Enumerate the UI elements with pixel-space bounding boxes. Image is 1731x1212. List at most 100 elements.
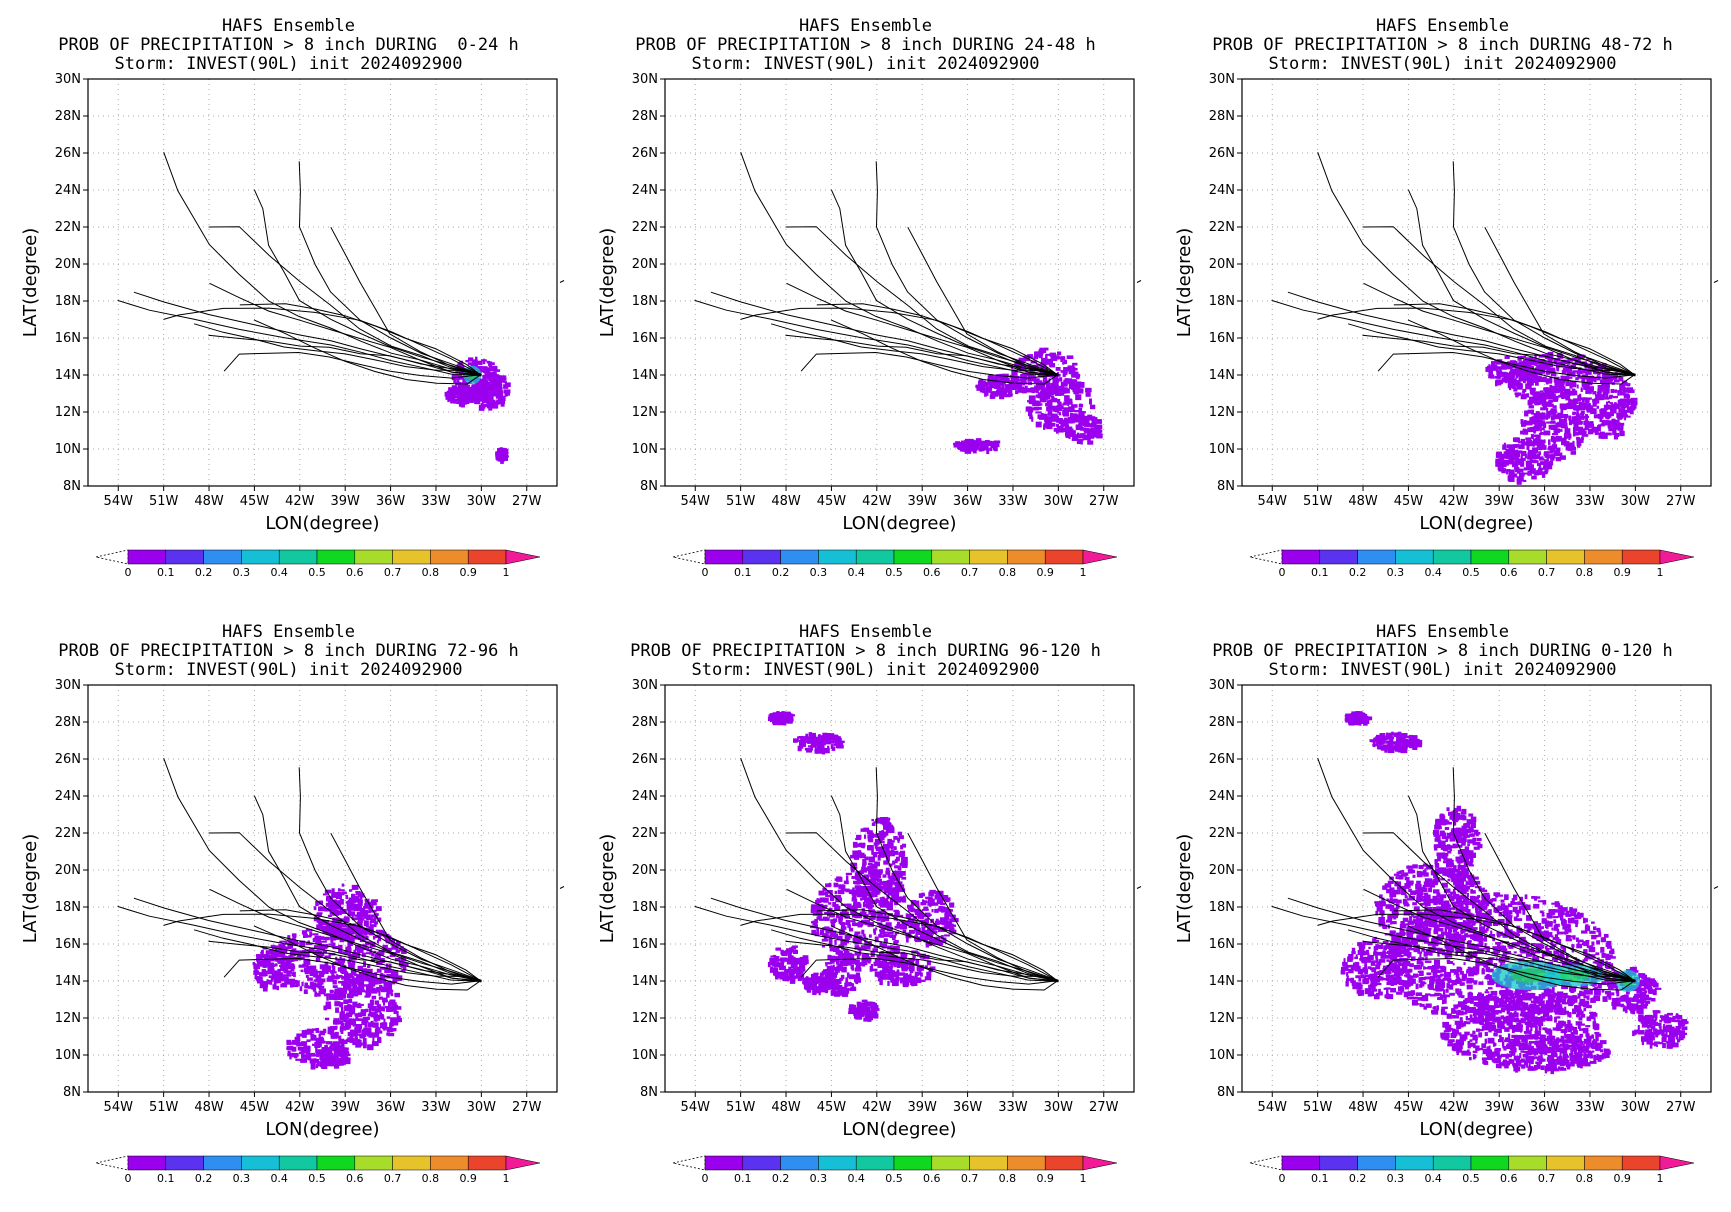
colorbar-segment bbox=[1621, 549, 1661, 565]
prob-cell bbox=[1071, 371, 1076, 378]
prob-cell bbox=[897, 921, 901, 925]
prob-cell bbox=[360, 1011, 367, 1017]
prob-cell bbox=[860, 919, 866, 924]
prob-cell bbox=[458, 401, 463, 407]
prob-cell bbox=[1039, 391, 1045, 394]
prob-cell bbox=[873, 945, 879, 949]
prob-cell bbox=[315, 975, 321, 978]
prob-cell bbox=[1575, 377, 1579, 381]
prob-cell bbox=[1031, 416, 1034, 422]
title-line-3: Storm: INVEST(90L) init 2024092900 bbox=[114, 660, 463, 680]
prob-cell bbox=[1499, 461, 1505, 464]
prob-cell bbox=[863, 834, 867, 839]
prob-cell bbox=[357, 891, 362, 897]
prob-cell bbox=[847, 962, 852, 966]
prob-cell bbox=[853, 936, 859, 939]
prob-cell bbox=[915, 959, 920, 965]
prob-cell bbox=[1012, 383, 1019, 390]
prob-cell bbox=[264, 957, 271, 963]
prob-cell bbox=[1589, 421, 1594, 425]
colorbar-tick-label: 0.5 bbox=[308, 566, 326, 579]
prob-cell bbox=[355, 1033, 362, 1036]
prob-cell bbox=[1573, 432, 1579, 436]
prob-cell bbox=[253, 970, 260, 975]
prob-cell bbox=[379, 1012, 383, 1015]
prob-cell bbox=[314, 918, 317, 922]
prob-cell bbox=[336, 974, 339, 978]
prob-cell bbox=[886, 894, 890, 900]
prob-cell bbox=[843, 911, 849, 916]
prob-cell bbox=[1565, 366, 1572, 373]
prob-cell bbox=[353, 1029, 356, 1032]
prob-cell bbox=[822, 969, 827, 973]
prob-cell bbox=[384, 1006, 389, 1009]
prob-cell bbox=[1617, 390, 1623, 393]
prob-cell bbox=[279, 946, 286, 949]
prob-cell bbox=[1534, 375, 1539, 379]
panel-5: HAFS Ensemble PROB OF PRECIPITATION > 8 i… bbox=[577, 606, 1154, 1212]
prob-cell bbox=[883, 816, 889, 822]
prob-cell bbox=[791, 975, 798, 979]
prob-cell bbox=[465, 359, 469, 363]
prob-cell bbox=[1050, 354, 1055, 359]
prob-cell bbox=[896, 911, 900, 915]
prob-cell bbox=[1600, 432, 1608, 439]
prob-cell bbox=[383, 1001, 386, 1006]
prob-cell bbox=[371, 1041, 379, 1047]
prob-cell bbox=[451, 393, 456, 400]
prob-cell bbox=[311, 984, 314, 990]
prob-cell bbox=[822, 927, 829, 931]
colorbar-segment bbox=[1508, 549, 1547, 565]
y-tick-label: 20N bbox=[1209, 257, 1235, 272]
prob-cell bbox=[349, 953, 353, 957]
prob-cell bbox=[385, 983, 393, 989]
prob-cell bbox=[1562, 376, 1570, 381]
prob-cell bbox=[1056, 423, 1059, 428]
prob-cell bbox=[1551, 390, 1554, 396]
prob-cell bbox=[467, 389, 472, 395]
prob-cell bbox=[852, 887, 855, 894]
prob-cell bbox=[389, 999, 396, 1003]
prob-cell bbox=[1567, 442, 1573, 447]
prob-cell bbox=[1607, 420, 1614, 425]
grid bbox=[88, 78, 557, 487]
prob-cell bbox=[348, 975, 355, 978]
track-line bbox=[1317, 152, 1636, 376]
prob-cell bbox=[1499, 453, 1505, 459]
prob-cell bbox=[486, 403, 494, 409]
colorbar-tick-label: 0 bbox=[702, 566, 709, 579]
prob-cell bbox=[1057, 351, 1062, 356]
prob-cell bbox=[834, 890, 838, 895]
prob-cell bbox=[334, 927, 338, 933]
prob-cell bbox=[261, 969, 267, 973]
prob-cell bbox=[368, 974, 375, 977]
prob-cell bbox=[1545, 370, 1550, 375]
prob-cell bbox=[1555, 456, 1562, 462]
prob-cell bbox=[904, 975, 908, 982]
prob-cell bbox=[1035, 411, 1042, 414]
prob-cell bbox=[380, 1024, 386, 1028]
prob-cell bbox=[860, 945, 867, 951]
prob-cell bbox=[905, 974, 911, 979]
prob-cell bbox=[365, 928, 371, 932]
prob-cell bbox=[1546, 407, 1549, 413]
prob-cell bbox=[1542, 422, 1547, 429]
prob-cell bbox=[1070, 380, 1074, 383]
prob-cell bbox=[1567, 391, 1574, 395]
prob-cell bbox=[911, 950, 918, 954]
prob-cell bbox=[340, 1039, 348, 1045]
prob-cell bbox=[828, 939, 833, 945]
prob-cell bbox=[883, 933, 890, 938]
prob-cell bbox=[888, 926, 892, 931]
track-line bbox=[785, 226, 1059, 375]
prob-cell bbox=[348, 998, 353, 1004]
prob-cell bbox=[892, 948, 895, 952]
y-tick-label: 24N bbox=[55, 183, 81, 198]
prob-cell bbox=[1528, 466, 1533, 470]
prob-cell bbox=[320, 1037, 324, 1041]
prob-cell bbox=[834, 980, 842, 985]
prob-cell bbox=[1532, 361, 1535, 364]
prob-cell bbox=[293, 1053, 299, 1057]
prob-cell bbox=[1077, 381, 1085, 388]
prob-cell bbox=[893, 915, 898, 920]
